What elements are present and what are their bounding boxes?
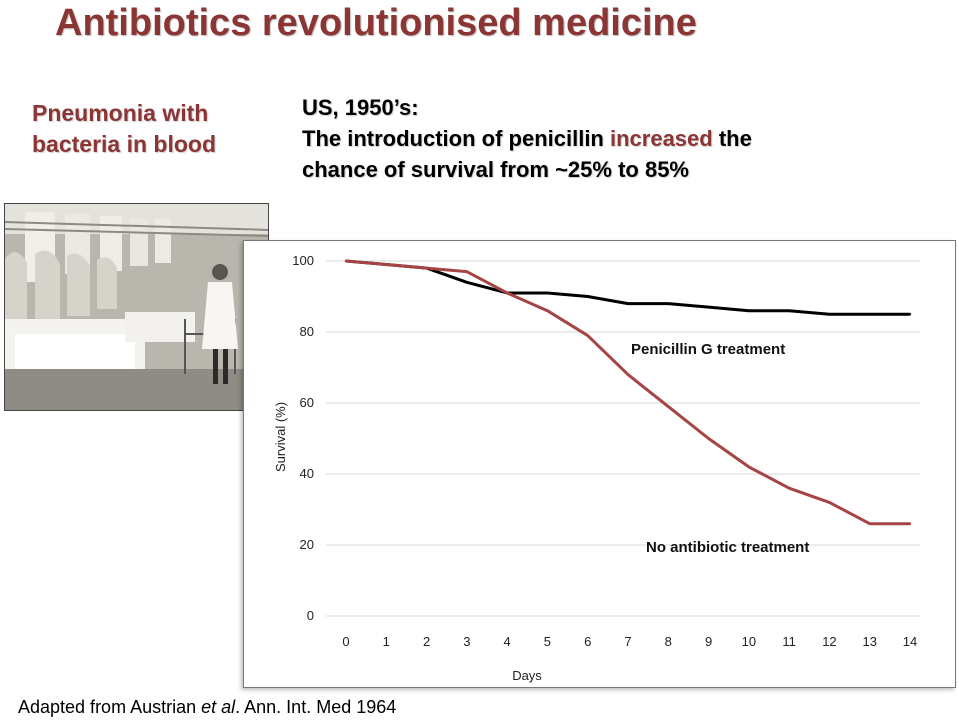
y-tick-label-20: 20 bbox=[300, 537, 314, 552]
grid-layer bbox=[326, 260, 920, 617]
slide-title: Antibiotics revolutionised medicine bbox=[55, 2, 697, 44]
source-citation: Adapted from Austrian et al. Ann. Int. M… bbox=[18, 697, 396, 718]
x-tick-label-13: 13 bbox=[862, 634, 876, 649]
source-citation-end: . Ann. Int. Med 1964 bbox=[235, 697, 397, 717]
x-tick-label-10: 10 bbox=[742, 634, 756, 649]
hospital-ward-illustration bbox=[5, 204, 268, 410]
series-0-point-6 bbox=[586, 295, 589, 298]
x-tick-label-11: 11 bbox=[782, 634, 796, 649]
y-tick-label-60: 60 bbox=[300, 395, 314, 410]
series-1-point-6 bbox=[586, 334, 589, 337]
series-1-point-9 bbox=[707, 437, 710, 440]
series-1-point-10 bbox=[747, 465, 751, 469]
source-citation-start: Adapted from Austrian bbox=[18, 697, 202, 717]
penicillin-series-label: Penicillin G treatment bbox=[631, 341, 785, 358]
x-tick-label-4: 4 bbox=[504, 634, 511, 649]
series-1-point-13 bbox=[868, 522, 871, 525]
y-tick-label-100: 100 bbox=[292, 253, 314, 268]
headline-line-2: The introduction of penicillin increased… bbox=[302, 123, 752, 154]
series-0-point-13 bbox=[868, 313, 871, 316]
series-1-point-14 bbox=[908, 522, 912, 525]
series-1-point-3 bbox=[465, 270, 469, 273]
hospital-ward-photo bbox=[4, 203, 269, 411]
series-layer bbox=[344, 259, 912, 526]
x-tick-label-7: 7 bbox=[624, 634, 631, 649]
x-tick-label-14: 14 bbox=[903, 634, 917, 649]
headline-line-3: chance of survival from ~25% to 85% bbox=[302, 157, 689, 182]
y-tick-label-0: 0 bbox=[307, 608, 314, 623]
headline: US, 1950’s: The introduction of penicill… bbox=[302, 92, 752, 185]
series-0-point-10 bbox=[747, 309, 751, 312]
x-tick-label-5: 5 bbox=[544, 634, 551, 649]
series-0-point-5 bbox=[546, 291, 549, 295]
y-axis-title: Survival (%) bbox=[273, 402, 288, 472]
headline-line-2-start: The introduction of penicillin bbox=[302, 126, 610, 151]
series-0-point-9 bbox=[707, 305, 710, 309]
x-axis-title: Days bbox=[512, 668, 542, 683]
series-0-point-8 bbox=[667, 302, 670, 305]
series-1-point-12 bbox=[828, 501, 831, 504]
x-tick-label-6: 6 bbox=[584, 634, 591, 649]
series-1-point-11 bbox=[787, 487, 791, 490]
survival-chart: 0 20 40 60 80 100 0 1 2 3 4 5 6 7 8 9 10 11 12 13 14 Days Su… bbox=[243, 240, 956, 688]
series-0-point-12 bbox=[828, 313, 831, 316]
series-1-point-1 bbox=[385, 263, 388, 266]
series-1-point-7 bbox=[626, 373, 630, 376]
headline-line-2-end: the bbox=[712, 126, 752, 151]
x-tick-label-8: 8 bbox=[665, 634, 672, 649]
photo-caption: Pneumonia with bacteria in blood bbox=[32, 98, 216, 160]
series-0-point-3 bbox=[465, 281, 469, 284]
headline-line-1: US, 1950’s: bbox=[302, 95, 419, 120]
series-0-point-11 bbox=[787, 309, 791, 312]
series-1-point-4 bbox=[505, 291, 509, 295]
headline-highlight: increased bbox=[609, 126, 713, 151]
series-1-point-5 bbox=[546, 309, 549, 312]
photo-caption-line-2: bacteria in blood bbox=[32, 131, 217, 157]
series-0-point-14 bbox=[908, 313, 912, 316]
series-line-1 bbox=[345, 259, 910, 526]
x-tick-label-12: 12 bbox=[822, 634, 836, 649]
y-tick-label-80: 80 bbox=[300, 324, 314, 339]
source-citation-italic: et al bbox=[201, 697, 236, 717]
series-1-point-8 bbox=[667, 405, 670, 408]
x-tick-label-9: 9 bbox=[705, 634, 712, 649]
no-antibiotic-series-label: No antibiotic treatment bbox=[646, 539, 809, 556]
x-tick-label-1: 1 bbox=[383, 634, 390, 649]
series-1-point-0 bbox=[344, 259, 348, 263]
series-0-point-7 bbox=[626, 302, 630, 305]
x-tick-label-0: 0 bbox=[342, 634, 349, 649]
photo-caption-line-1: Pneumonia with bbox=[32, 100, 209, 126]
y-tick-label-40: 40 bbox=[300, 466, 314, 481]
series-1-point-2 bbox=[425, 266, 428, 270]
x-tick-label-2: 2 bbox=[423, 634, 430, 649]
x-tick-label-3: 3 bbox=[463, 634, 470, 649]
